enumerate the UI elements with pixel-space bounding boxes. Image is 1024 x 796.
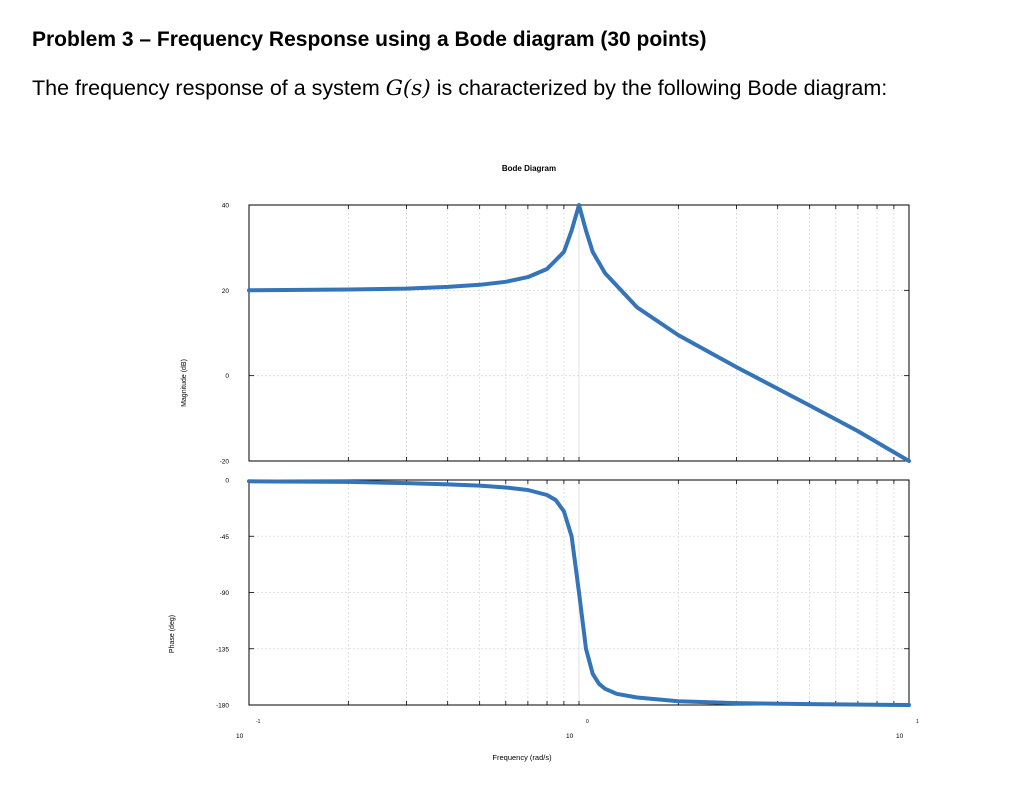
y-tick-label: 0 [225, 478, 229, 485]
x-tick-labels: 10 -1 10 0 10 1 [236, 719, 919, 740]
magnitude-axes: 40 20 0 -20 [220, 203, 911, 466]
x-tick-exponent: -1 [256, 719, 261, 725]
phase-ylabel: Phase (deg) [169, 615, 176, 653]
y-tick-label: 20 [222, 288, 230, 295]
y-tick-label: -45 [220, 534, 230, 541]
x-tick-label: 10 [566, 733, 574, 740]
system-transfer-function: G(s) [385, 76, 431, 101]
phase-curve [247, 479, 911, 707]
y-tick-label: -90 [220, 590, 230, 597]
y-tick-label: 0 [225, 373, 229, 380]
magnitude-grid [249, 204, 909, 462]
y-tick-label: 40 [222, 203, 230, 210]
y-tick-label: -135 [216, 646, 229, 653]
phase-ticks: 0 -45 -90 -135 -180 [216, 478, 909, 710]
phase-axes: 0 -45 -90 -135 -180 [216, 478, 911, 710]
y-tick-label: -180 [216, 703, 229, 710]
magnitude-curve [247, 203, 911, 463]
intro-text-before: The frequency response of a system [32, 76, 386, 100]
magnitude-ylabel: Magnitude (dB) [181, 359, 188, 407]
x-tick-exponent: 0 [586, 719, 589, 725]
magnitude-ticks: 40 20 0 -20 [220, 203, 909, 466]
chart-title: Bode Diagram [502, 164, 556, 173]
x-tick-exponent: 1 [916, 719, 919, 725]
x-tick-label: 10 [236, 733, 244, 740]
problem-intro: The frequency response of a system G(s) … [32, 76, 887, 101]
x-tick-label: 10 [896, 733, 904, 740]
problem-heading: Problem 3 – Frequency Response using a B… [32, 28, 707, 51]
y-tick-label: -20 [220, 459, 230, 466]
intro-text-after: is characterized by the following Bode d… [430, 76, 888, 100]
x-axis-label: Frequency (rad/s) [492, 753, 552, 762]
